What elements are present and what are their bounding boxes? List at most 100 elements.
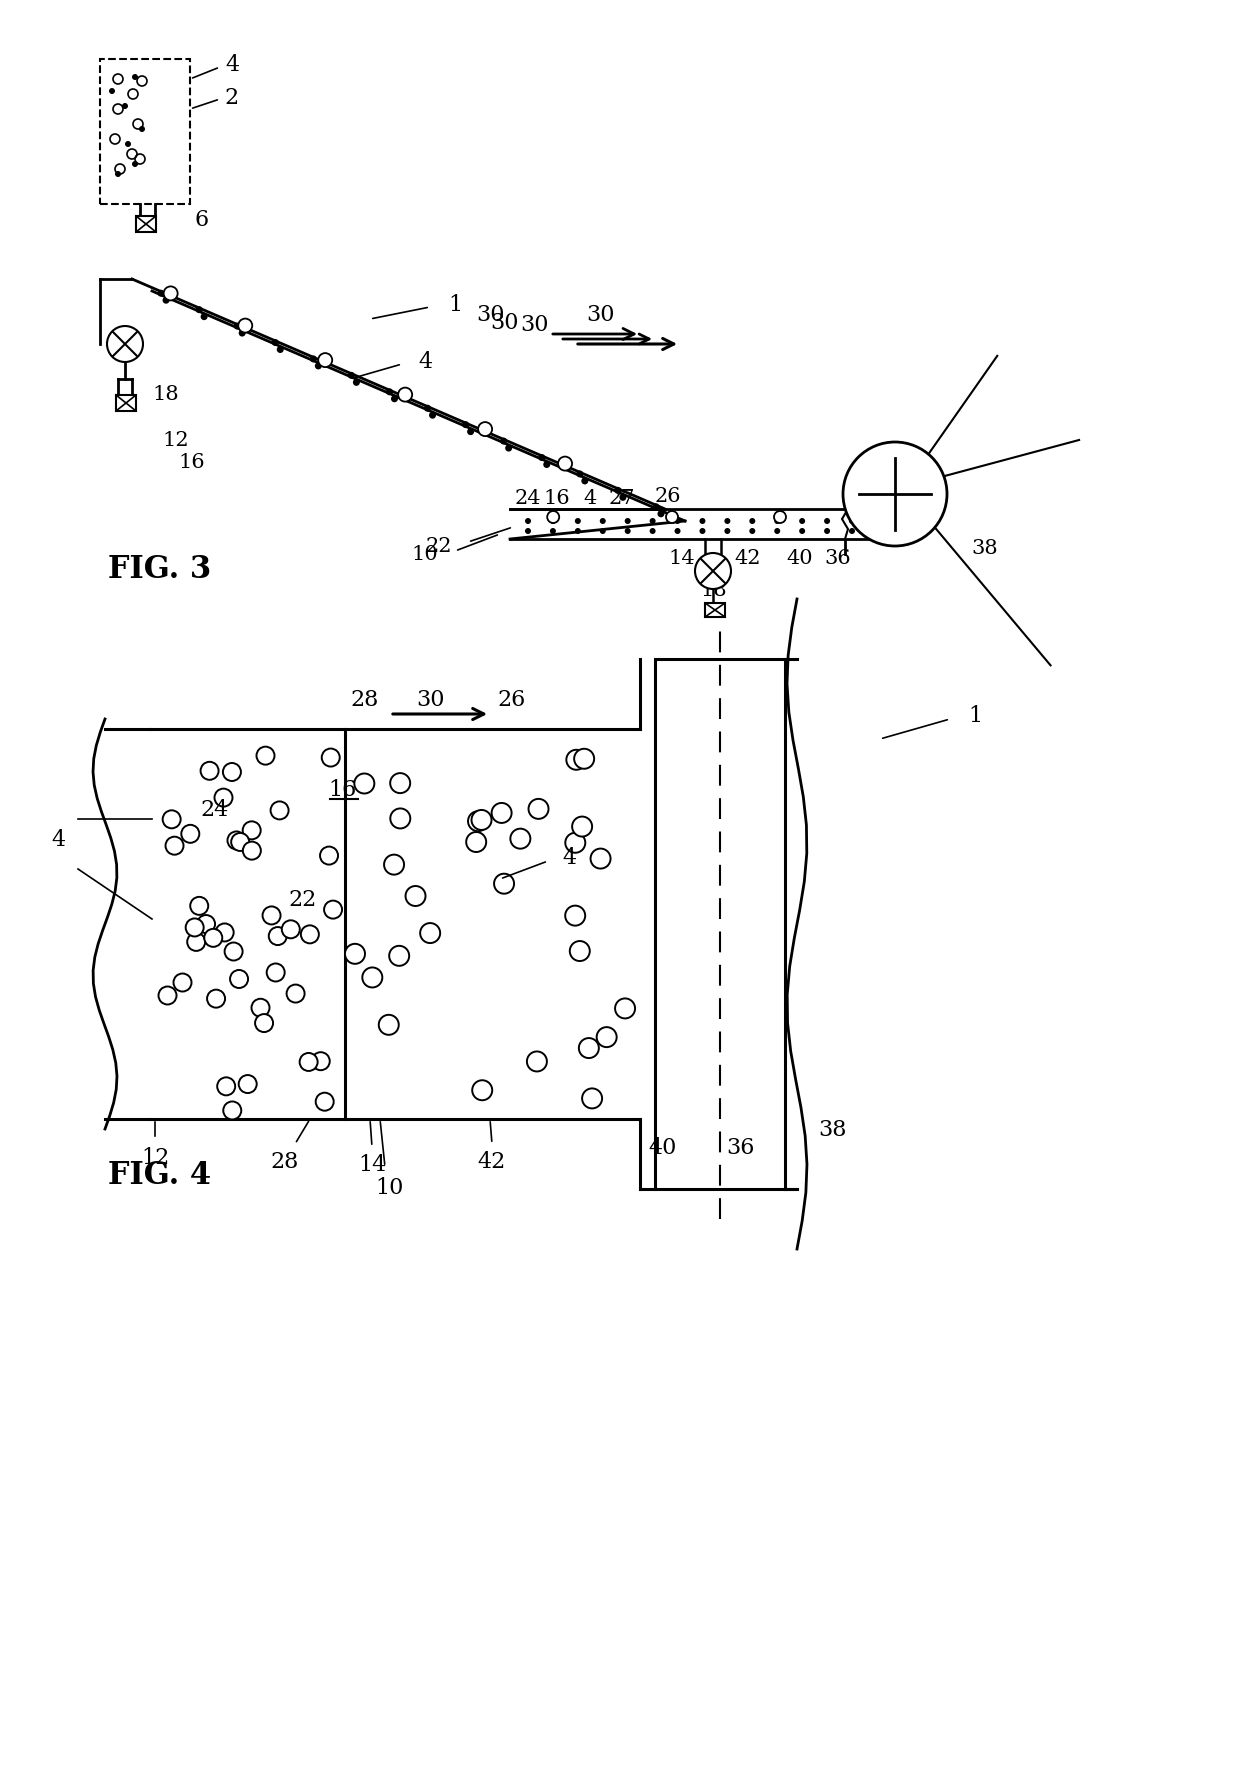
Circle shape <box>316 1093 334 1111</box>
Circle shape <box>187 933 205 951</box>
Circle shape <box>238 319 252 333</box>
Circle shape <box>162 297 170 304</box>
Text: 42: 42 <box>735 548 761 568</box>
Circle shape <box>353 379 360 386</box>
Circle shape <box>301 926 319 943</box>
Text: 27: 27 <box>609 488 635 507</box>
Text: FIG. 4: FIG. 4 <box>108 1159 211 1189</box>
Circle shape <box>320 847 339 865</box>
Circle shape <box>238 331 246 338</box>
Circle shape <box>549 529 556 534</box>
Circle shape <box>620 495 626 502</box>
Circle shape <box>277 347 284 354</box>
Circle shape <box>650 529 656 534</box>
Circle shape <box>420 924 440 943</box>
Text: 18: 18 <box>153 384 179 404</box>
Circle shape <box>321 749 340 767</box>
Text: 30: 30 <box>415 689 444 710</box>
Circle shape <box>615 999 635 1018</box>
Circle shape <box>574 749 594 769</box>
Text: 36: 36 <box>825 548 852 568</box>
Circle shape <box>849 518 856 525</box>
Circle shape <box>724 518 730 525</box>
Circle shape <box>109 89 115 94</box>
Circle shape <box>675 518 681 525</box>
Circle shape <box>201 762 218 780</box>
Circle shape <box>774 511 786 523</box>
Circle shape <box>345 945 365 965</box>
Circle shape <box>205 929 222 947</box>
Circle shape <box>774 529 780 534</box>
Text: 4: 4 <box>562 847 577 869</box>
Text: 4: 4 <box>51 828 64 851</box>
Text: 12: 12 <box>162 431 188 449</box>
Circle shape <box>538 454 546 461</box>
Circle shape <box>227 831 246 849</box>
Circle shape <box>472 1080 492 1100</box>
Circle shape <box>774 518 780 525</box>
Circle shape <box>216 924 233 942</box>
Circle shape <box>424 406 432 413</box>
Circle shape <box>666 511 678 523</box>
Circle shape <box>558 457 572 472</box>
Circle shape <box>186 918 203 936</box>
Circle shape <box>843 443 947 546</box>
Bar <box>136 217 156 233</box>
Circle shape <box>600 529 606 534</box>
Circle shape <box>494 874 515 894</box>
Circle shape <box>528 799 548 819</box>
Circle shape <box>467 812 489 831</box>
Circle shape <box>479 424 492 436</box>
Circle shape <box>525 518 531 525</box>
Text: 30: 30 <box>585 304 614 326</box>
Circle shape <box>652 504 660 511</box>
Text: 16: 16 <box>179 452 205 472</box>
Circle shape <box>565 833 585 853</box>
Circle shape <box>310 356 317 363</box>
Circle shape <box>231 833 249 851</box>
Circle shape <box>547 511 559 523</box>
Circle shape <box>825 518 830 525</box>
Circle shape <box>825 529 830 534</box>
Circle shape <box>724 529 730 534</box>
Text: FIG. 3: FIG. 3 <box>108 554 211 586</box>
Circle shape <box>657 511 665 518</box>
Circle shape <box>386 390 393 397</box>
Text: 18: 18 <box>701 580 728 600</box>
Text: 36: 36 <box>725 1136 754 1159</box>
Circle shape <box>614 488 621 495</box>
Text: 24: 24 <box>201 799 229 821</box>
Text: 30: 30 <box>521 313 549 336</box>
Bar <box>655 660 785 1189</box>
Circle shape <box>699 518 706 525</box>
Text: 1: 1 <box>448 294 463 315</box>
Circle shape <box>675 529 681 534</box>
Circle shape <box>378 1015 399 1036</box>
Text: 28: 28 <box>270 1150 299 1173</box>
Text: 12: 12 <box>141 1146 169 1168</box>
Bar <box>117 395 136 411</box>
Circle shape <box>749 518 755 525</box>
Text: 22: 22 <box>425 536 453 555</box>
Circle shape <box>243 842 260 860</box>
Text: 2: 2 <box>224 87 239 109</box>
Circle shape <box>233 324 241 331</box>
Circle shape <box>579 1038 599 1059</box>
Circle shape <box>549 518 556 525</box>
Circle shape <box>694 554 732 589</box>
Circle shape <box>174 974 191 991</box>
Circle shape <box>625 518 631 525</box>
Circle shape <box>391 397 398 402</box>
Circle shape <box>355 774 374 794</box>
Circle shape <box>463 422 469 429</box>
Circle shape <box>224 943 243 961</box>
Circle shape <box>281 920 300 938</box>
Circle shape <box>577 472 583 479</box>
Circle shape <box>263 908 280 926</box>
Circle shape <box>471 810 491 831</box>
Circle shape <box>286 984 305 1002</box>
Text: 10: 10 <box>412 545 438 564</box>
Text: 38: 38 <box>817 1118 846 1141</box>
Circle shape <box>405 886 425 906</box>
Text: 24: 24 <box>515 488 541 507</box>
